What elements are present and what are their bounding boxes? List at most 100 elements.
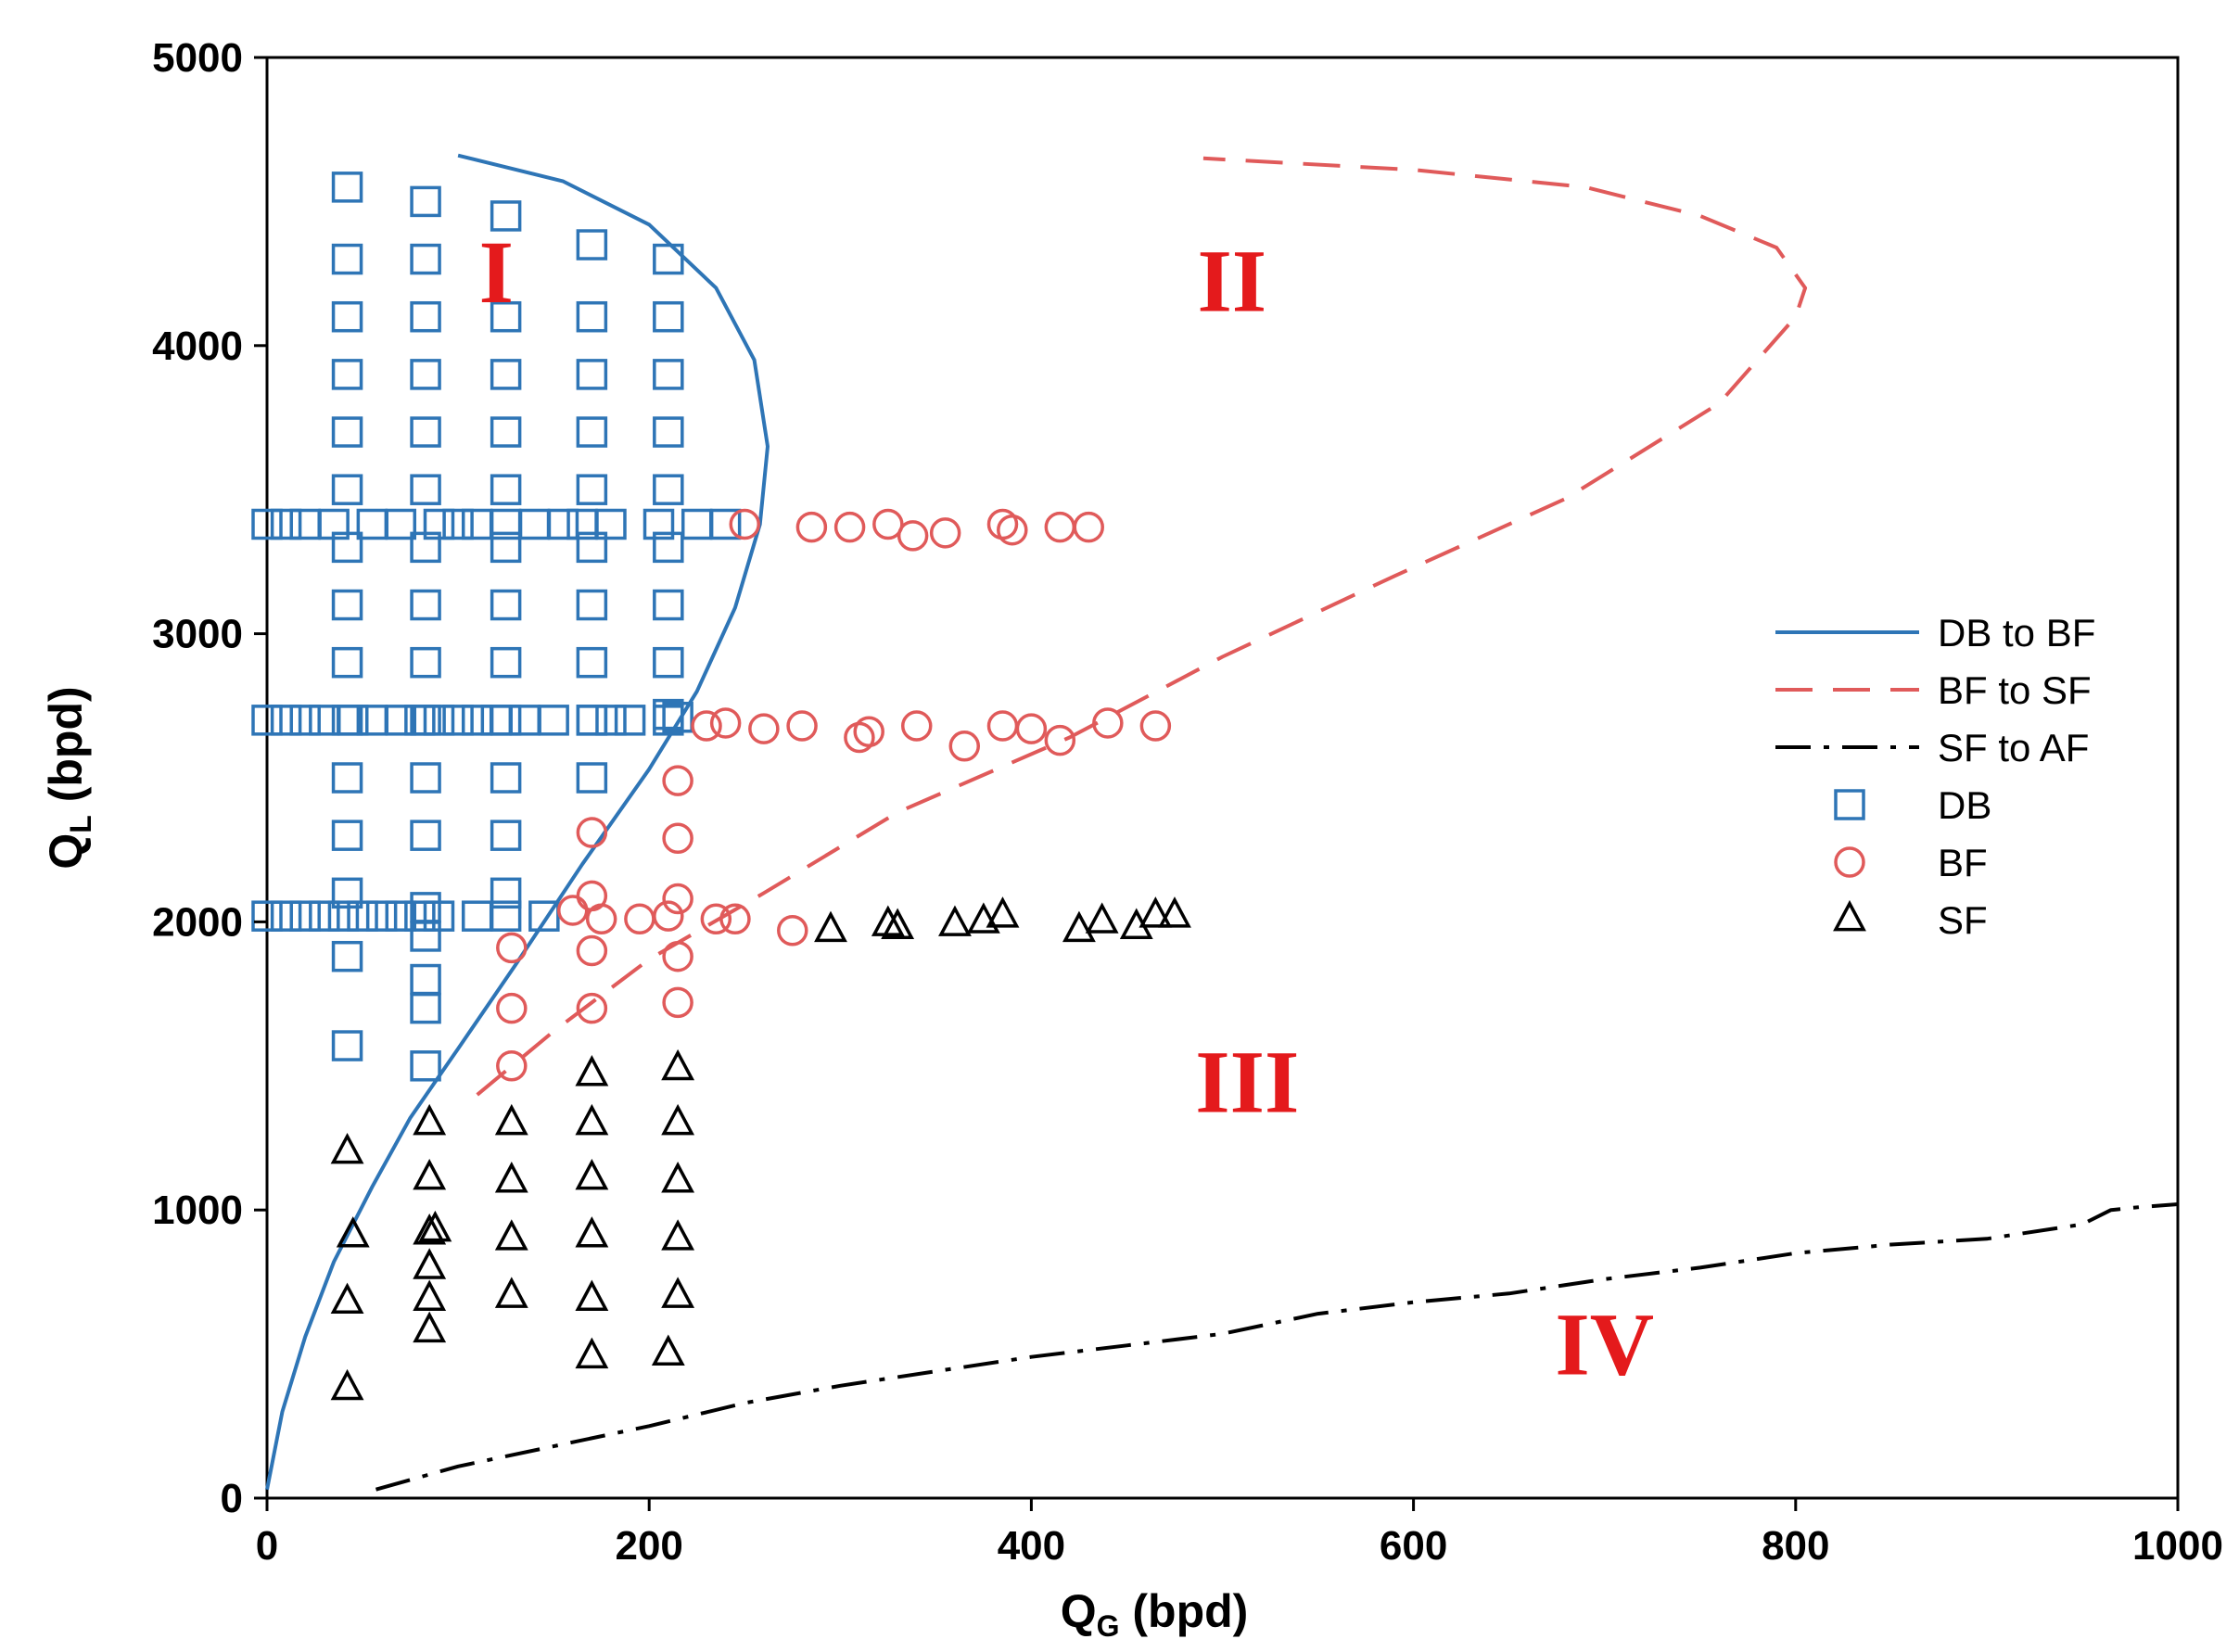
legend-entry-db-to-bf: DB to BF [1775,611,2095,654]
y-axis-ticks: 0 1000 2000 3000 4000 5000 [152,35,267,1521]
point-db [662,701,693,733]
point-bf [709,707,742,739]
y-tick-label: 1000 [152,1188,243,1233]
point-sf [1062,910,1096,943]
y-axis-title-sub: L [64,815,97,833]
point-db [576,531,608,564]
point-db [289,705,321,736]
legend-label: BF to SF [1938,668,2092,712]
point-bf [691,710,722,742]
point-sf [418,1210,452,1242]
point-db [653,416,684,448]
series-sf [330,896,1191,1401]
point-db [576,416,608,448]
point-db [642,508,675,540]
point-sf [871,905,905,936]
point-db [331,474,363,505]
point-db [331,416,363,448]
point-db [423,900,455,932]
point-bf [576,992,608,1024]
point-sf [938,905,972,936]
point-bf [833,511,866,543]
y-axis-title: QL (bpd) [40,686,97,869]
point-bf [576,880,608,912]
point-bf [1073,511,1104,543]
point-db [709,508,742,540]
legend-label: BF [1938,841,1988,884]
y-tick-label: 0 [221,1476,243,1521]
x-tick-label: 200 [615,1523,682,1569]
x-tick-label: 1000 [2132,1523,2223,1569]
point-db [653,531,684,564]
point-db [490,589,522,621]
point-bf [872,508,904,540]
point-sf [575,1103,609,1136]
point-sf [1139,896,1173,928]
point-sf [661,1162,695,1193]
point-bf [1015,713,1048,744]
point-sf [814,910,847,943]
point-db [410,185,441,218]
point-db [576,762,608,794]
point-bf [662,822,693,855]
point-db [365,900,398,932]
x-axis-title: QG (bpd) [1061,1585,1249,1643]
point-sf [661,1277,695,1308]
point-sf [413,1158,447,1190]
y-tick-label: 3000 [152,612,243,657]
point-db [490,762,522,794]
x-axis-title-sub: G [1097,1609,1120,1643]
x-axis-title-unit: (bpd) [1119,1585,1248,1637]
point-sf [494,1277,528,1308]
point-db [410,359,441,390]
point-db [576,705,608,736]
legend-entry-sf-to-af: SF to AF [1775,726,2089,769]
legend-swatch [1834,789,1865,820]
point-db [576,474,608,505]
x-tick-label: 800 [1762,1523,1829,1569]
point-sf [575,1337,609,1369]
x-tick-label: 0 [256,1523,278,1569]
point-db [653,359,684,390]
point-bf [662,765,693,796]
point-sf [661,1103,695,1136]
line-sf-to-af [375,1202,2179,1492]
point-db [576,229,608,261]
point-bf [997,514,1028,546]
point-db [410,474,441,505]
point-bf [853,716,884,748]
x-axis-ticks: 0 200 400 600 800 1000 [256,1498,2223,1569]
point-sf [575,1279,609,1311]
point-bf [653,900,684,932]
point-bf [662,883,693,915]
series-db [251,172,742,1082]
point-bf [729,508,760,540]
point-sf [494,1103,528,1136]
point-bf [576,817,608,848]
point-sf [575,1158,609,1190]
point-bf [1139,710,1172,742]
point-db [528,900,560,932]
point-db [490,359,522,390]
legend-swatch [1833,899,1866,932]
point-db [490,531,522,564]
point-db [461,705,493,736]
region-label-iv: IV [1555,1294,1654,1393]
point-db [410,762,441,794]
point-db [547,508,579,540]
point-sf [413,1213,447,1245]
point-db [251,705,283,736]
point-db [490,416,522,448]
point-db [385,508,417,540]
point-db [331,762,363,794]
point-db [595,705,627,736]
point-db [576,359,608,390]
point-sf [661,1219,695,1251]
point-db [538,705,569,736]
point-db [385,705,417,736]
x-tick-label: 600 [1380,1523,1447,1569]
point-sf [413,1311,447,1343]
point-db [595,508,627,540]
point-db [442,508,474,540]
point-sf [575,1216,609,1248]
